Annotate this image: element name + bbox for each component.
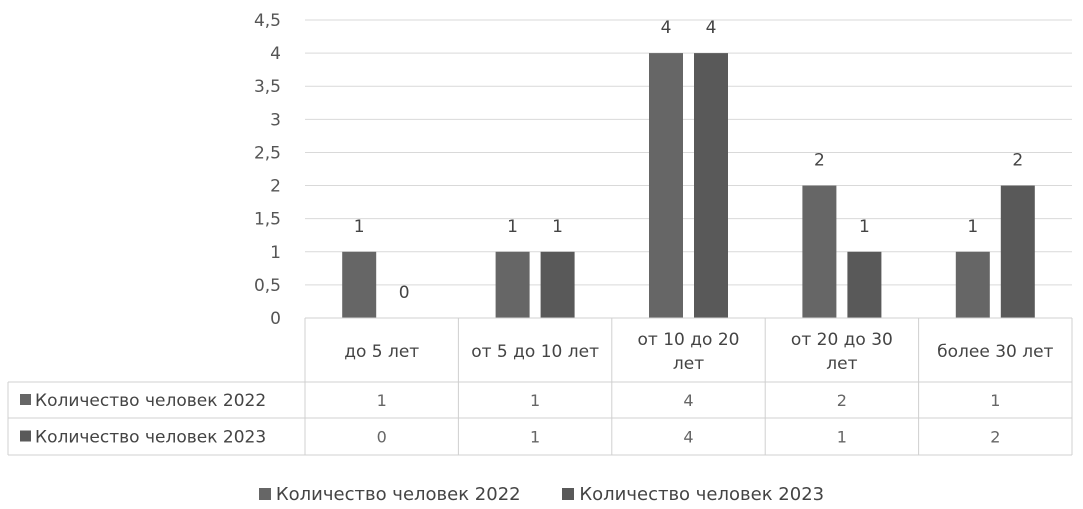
y-tick-label: 1 <box>270 243 281 263</box>
data-label: 1 <box>859 217 870 237</box>
y-axis-ticks: 0 0,5 1 1,5 2 2,5 3 3,5 4 4,5 <box>254 11 281 329</box>
bar-2022 <box>802 185 837 318</box>
table-cell: 1 <box>837 428 847 447</box>
table-row-label: Количество человек 2022 <box>35 391 266 411</box>
table-cell: 2 <box>990 428 1000 447</box>
table-swatch-2022 <box>20 394 31 405</box>
bar-2022 <box>955 251 990 318</box>
y-tick-label: 3,5 <box>254 77 281 97</box>
legend-swatch-2022 <box>258 488 271 500</box>
y-tick-label: 0 <box>270 309 281 329</box>
table-swatch-2023 <box>20 430 31 442</box>
y-tick-label: 2 <box>270 177 281 197</box>
data-label: 1 <box>507 217 518 237</box>
bar-2022 <box>649 53 683 318</box>
table-cell: 1 <box>990 391 1000 410</box>
data-label: 2 <box>814 151 825 171</box>
bar-2022 <box>342 251 377 318</box>
bar-2023 <box>540 251 575 318</box>
legend-swatch-2023 <box>562 488 575 500</box>
y-tick-label: 2,5 <box>254 143 281 163</box>
category-label: до 5 лет <box>344 342 419 362</box>
data-table: до 5 лет от 5 до 10 лет от 10 до 20 лет от 2… <box>7 317 1073 456</box>
data-label: 1 <box>354 217 365 237</box>
y-tick-label: 3 <box>270 110 281 130</box>
data-label: 4 <box>661 18 672 38</box>
table-cell: 0 <box>377 428 387 447</box>
table-cell: 1 <box>377 391 387 410</box>
bar-chart: 0 0,5 1 1,5 2 2,5 3 3,5 4 4,5 1 0 1 1 4 4 2 1 1 2 до 5 лет… <box>7 11 1073 456</box>
data-label: 4 <box>706 18 717 38</box>
legend-label-2022: Количество человек 2022 <box>275 484 521 505</box>
table-cell: 1 <box>530 391 540 410</box>
category-label: от 20 до 30 лет <box>791 330 893 374</box>
y-tick-label: 4,5 <box>254 11 281 31</box>
data-labels: 1 0 1 1 4 4 2 1 1 2 <box>354 18 1023 303</box>
gridlines <box>305 19 1072 319</box>
data-label: 1 <box>967 217 978 237</box>
legend-item-2022: Количество человек 2022 <box>258 484 521 505</box>
table-row-label: Количество человек 2023 <box>35 428 266 448</box>
data-label: 1 <box>552 217 563 237</box>
bar-2023 <box>1000 185 1035 318</box>
category-label: от 5 до 10 лет <box>471 342 599 362</box>
y-tick-label: 4 <box>270 44 281 64</box>
category-label: более 30 лет <box>937 342 1053 362</box>
table-cell: 4 <box>683 391 693 410</box>
bars <box>342 53 1035 318</box>
bar-2023 <box>847 251 882 318</box>
data-label: 0 <box>399 283 410 303</box>
table-cell: 2 <box>837 391 847 410</box>
legend-item-2023: Количество человек 2023 <box>562 484 824 505</box>
bar-2023 <box>694 53 728 318</box>
table-cell: 4 <box>683 428 693 447</box>
legend: Количество человек 2022 Количество челов… <box>0 484 1083 505</box>
category-label: от 10 до 20 лет <box>638 330 740 374</box>
data-label: 2 <box>1012 151 1023 171</box>
y-tick-label: 0,5 <box>254 276 281 296</box>
legend-label-2023: Количество человек 2023 <box>579 484 825 505</box>
table-cell: 1 <box>530 428 540 447</box>
y-tick-label: 1,5 <box>254 210 281 230</box>
bar-2022 <box>495 251 530 318</box>
